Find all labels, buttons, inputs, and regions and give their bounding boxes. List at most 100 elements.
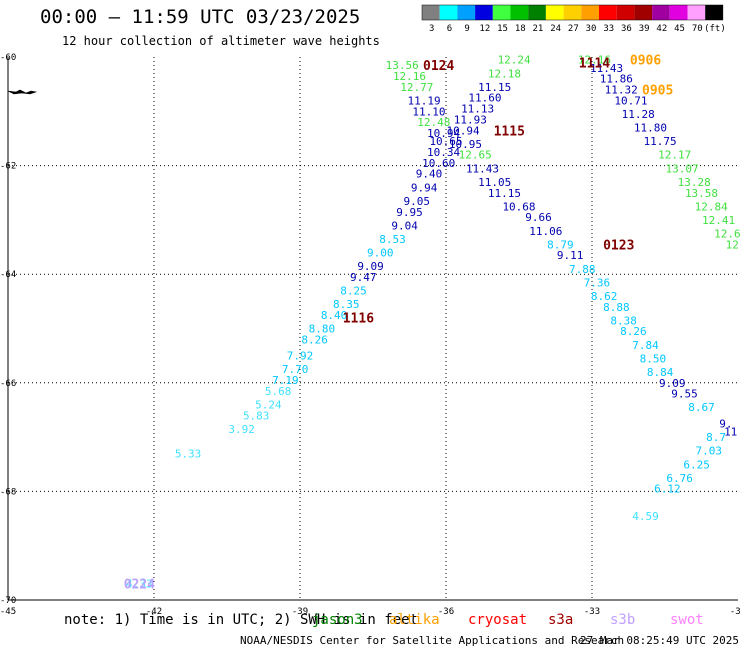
legend-bin-label: 33 [603, 24, 614, 34]
swh-data-label: 10.94 [427, 127, 460, 140]
swh-data-label: 10.95 [449, 138, 482, 151]
swh-data-label: 12.60 [714, 227, 740, 240]
swh-data-label: 9.66 [525, 211, 552, 224]
swh-data-label: 12.77 [400, 81, 433, 94]
y-tick-label: -66 [0, 379, 16, 389]
legend-bin-label: 18 [515, 24, 526, 34]
swh-data-label: 8.7 [706, 431, 726, 444]
legend-bin-label: 3 [429, 24, 434, 34]
swh-data-label: 6.25 [683, 458, 710, 471]
swh-data-label: 9.94 [411, 181, 438, 194]
legend-bin-label: 24 [550, 24, 561, 34]
swh-data-label: 8.25 [340, 284, 367, 297]
island-outline [7, 89, 38, 95]
legend-swatch [422, 5, 440, 20]
swh-data-label: 5.68 [265, 385, 292, 398]
swh-data-label: 8.62 [591, 290, 618, 303]
swh-data-label: 12.17 [658, 149, 691, 162]
legend-frame [421, 4, 724, 21]
y-tick-label: -60 [0, 53, 16, 63]
swh-data-label: 10.71 [614, 94, 647, 107]
legend-swatch [634, 5, 653, 20]
x-tick-label: -36 [438, 607, 454, 617]
legend-bin-label: 9 [464, 24, 469, 34]
credit-line: NOAA/NESDIS Center for Satellite Applica… [240, 634, 625, 647]
swh-data-label: 11.86 [600, 73, 633, 86]
y-tick-label: -64 [0, 270, 16, 280]
legend-swatch [687, 5, 706, 20]
swh-data-label: 11.75 [644, 135, 677, 148]
swh-data-label: 12.16 [578, 54, 611, 67]
legend-swatch [510, 5, 529, 20]
legend-swatch [439, 5, 458, 20]
x-tick-label: -42 [146, 607, 162, 617]
legend-swatch [705, 5, 723, 20]
legend-bin-label: 6 [447, 24, 452, 34]
swh-data-label: 11.32 [605, 84, 638, 97]
swh-data-label: 8.79 [547, 238, 574, 251]
swh-data-label: 11 [724, 426, 737, 439]
swh-data-label: 8.67 [688, 401, 715, 414]
legend-bin-label: 27 [568, 24, 579, 34]
swh-data-label: 10.60 [422, 157, 455, 170]
legend-bin-label: 36 [621, 24, 632, 34]
satellite-label-cryosat: cryosat [468, 612, 528, 628]
swh-data-label: 7.88 [569, 263, 596, 276]
swh-data-label: 8.26 [620, 325, 647, 338]
swh-data-label: 7.36 [584, 276, 611, 289]
swh-data-label: 9.05 [404, 195, 431, 208]
swh-data-label: 8.50 [640, 352, 667, 365]
swh-data-label: 3.92 [228, 423, 255, 436]
swh-data-label: 4.59 [632, 510, 659, 523]
swh-data-label: 13.28 [678, 176, 711, 189]
satellite-label-altika: altika [389, 612, 440, 628]
swh-data-label: 8.38 [610, 314, 637, 327]
chart-title: 00:00 – 11:59 UTC 03/23/2025 [40, 6, 361, 28]
swh-data-label: 11.43 [590, 62, 623, 75]
pass-time-label: 1114 [579, 56, 610, 71]
legend-swatch [581, 5, 599, 20]
swh-data-label: 7.19 [272, 374, 299, 387]
satellite-label-swot: swot [670, 612, 704, 628]
swh-data-label: 9.04 [391, 219, 418, 232]
pass-time-label: 0124 [423, 59, 454, 74]
swh-data-label: 8.40 [321, 309, 348, 322]
swh-data-label: 11.43 [466, 162, 499, 175]
chart-subtitle: 12 hour collection of altimeter wave hei… [62, 34, 380, 48]
legend-swatch [475, 5, 493, 20]
footnote: note: 1) Time is in UTC; 2) SWH is in fe… [64, 612, 419, 628]
swh-data-label: 11.80 [634, 122, 667, 135]
swh-data-label: 10.94 [446, 124, 479, 137]
legend-bin-label: 21 [533, 24, 544, 34]
x-tick-label: -30 [730, 607, 740, 617]
swh-data-label: 12. [726, 238, 740, 251]
swh-data-label: 9.95 [396, 206, 423, 219]
pass-time-label: 0906 [630, 54, 661, 69]
generation-date: 27 Mar 08:25:49 UTC 2025 [580, 634, 739, 647]
swh-data-label: 5.33 [175, 447, 202, 460]
satellite-label-jason3: jason3 [312, 612, 363, 628]
swh-data-label: 8.53 [379, 233, 406, 246]
legend-bin-label: 30 [586, 24, 597, 34]
swh-data-label: 11.13 [461, 103, 494, 116]
x-tick-label: -33 [584, 607, 600, 617]
swh-data-label: 12.16 [393, 70, 426, 83]
swh-data-label: 4.33 [126, 578, 153, 591]
swh-data-label: 8.88 [603, 301, 630, 314]
swh-data-label: 11.15 [488, 187, 521, 200]
satellite-label-s3a: s3a [548, 612, 574, 628]
pass-time-label: 0224 [124, 578, 155, 593]
swh-data-label: 13.58 [685, 187, 718, 200]
swh-data-label: 8.80 [309, 323, 336, 336]
swh-data-label: 7.84 [632, 339, 659, 352]
swh-data-label: 12.18 [488, 67, 521, 80]
swh-data-label: 10.34 [427, 146, 460, 159]
swh-data-label: 11.93 [454, 113, 487, 126]
swh-data-label: 12.84 [695, 200, 728, 213]
pass-time-label: 1115 [494, 124, 525, 139]
legend-swatch [669, 5, 688, 20]
swh-data-label: 9.00 [367, 246, 394, 259]
swh-data-label: 8.26 [301, 333, 328, 346]
y-tick-label: -68 [0, 487, 16, 497]
legend-swatch [528, 5, 546, 20]
